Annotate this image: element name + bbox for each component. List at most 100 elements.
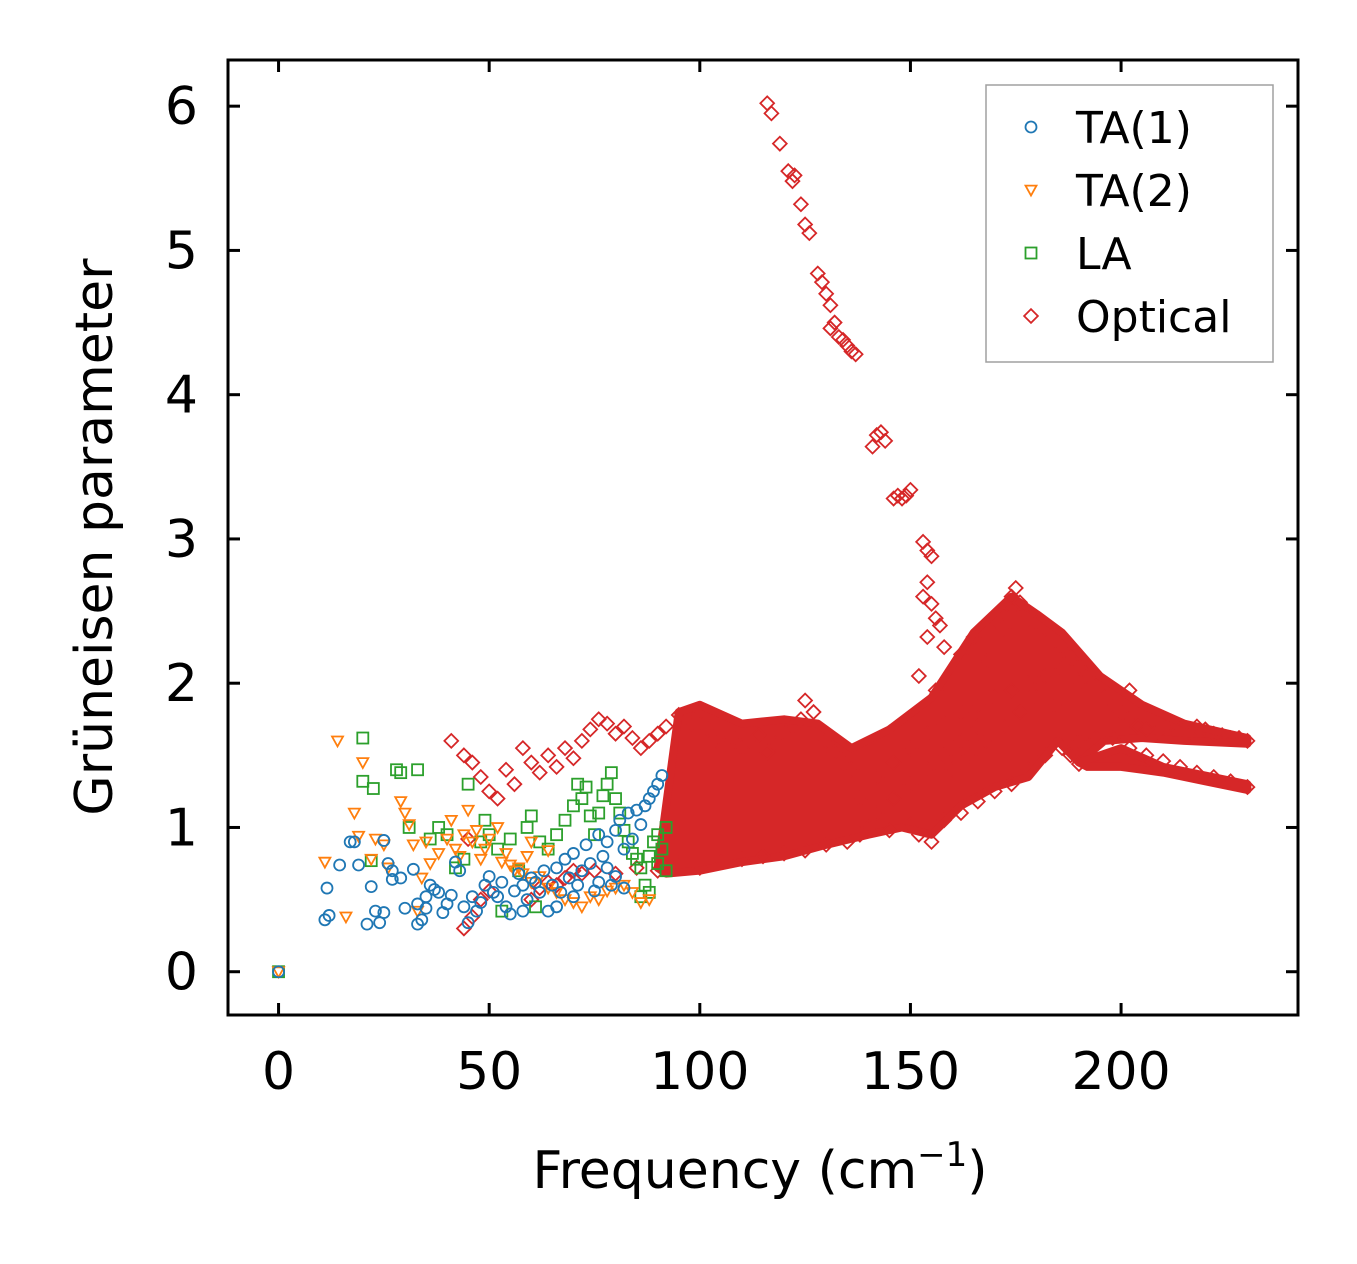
data-point bbox=[935, 638, 953, 656]
data-point bbox=[792, 196, 810, 213]
data-point bbox=[579, 838, 593, 852]
data-point bbox=[634, 861, 648, 875]
data-point bbox=[881, 822, 898, 839]
data-point bbox=[805, 703, 822, 721]
data-point bbox=[642, 894, 657, 907]
x-tick-label: 50 bbox=[456, 1042, 522, 1102]
data-point bbox=[655, 769, 669, 782]
data-point bbox=[659, 821, 673, 834]
data-point bbox=[624, 729, 641, 747]
data-point bbox=[1011, 703, 1029, 721]
data-point bbox=[626, 832, 639, 846]
data-point bbox=[394, 871, 408, 885]
data-point bbox=[754, 848, 772, 865]
data-point bbox=[478, 813, 492, 827]
series-optical bbox=[443, 95, 1256, 937]
data-point bbox=[347, 835, 361, 849]
x-axis-label: Frequency (cm−1) bbox=[532, 1135, 987, 1201]
data-point bbox=[272, 965, 285, 979]
data-point bbox=[506, 776, 523, 793]
data-point bbox=[567, 799, 580, 813]
data-point bbox=[1016, 602, 1033, 620]
data-point bbox=[1053, 638, 1071, 656]
data-point bbox=[393, 796, 408, 809]
data-point bbox=[503, 907, 517, 921]
legend-label: Optical bbox=[1076, 292, 1231, 343]
data-point bbox=[556, 739, 574, 757]
data-point bbox=[1003, 682, 1020, 699]
data-point bbox=[541, 845, 556, 858]
data-point bbox=[1171, 758, 1189, 776]
data-point bbox=[638, 799, 652, 813]
data-point bbox=[826, 744, 843, 761]
data-point bbox=[394, 766, 408, 780]
data-point bbox=[851, 826, 869, 843]
data-point bbox=[725, 729, 742, 747]
data-point bbox=[609, 792, 622, 806]
data-point bbox=[592, 828, 606, 842]
data-point bbox=[457, 900, 471, 914]
data-point bbox=[366, 782, 380, 795]
data-point bbox=[1205, 768, 1222, 786]
data-point bbox=[360, 917, 374, 931]
data-point bbox=[822, 320, 839, 337]
data-point bbox=[851, 790, 869, 807]
y-tick-label: 0 bbox=[165, 943, 198, 1003]
data-point bbox=[1037, 667, 1054, 685]
data-point bbox=[613, 806, 627, 820]
data-point bbox=[961, 747, 978, 764]
data-point bbox=[843, 761, 860, 778]
data-point bbox=[516, 878, 530, 892]
data-point bbox=[574, 901, 589, 915]
data-point bbox=[683, 715, 700, 732]
data-point bbox=[759, 744, 776, 761]
data-point bbox=[1171, 721, 1189, 738]
data-point bbox=[583, 809, 597, 823]
data-point bbox=[322, 909, 336, 922]
data-point bbox=[443, 732, 460, 750]
data-point bbox=[733, 851, 751, 868]
data-point bbox=[813, 274, 831, 291]
data-point bbox=[444, 814, 459, 828]
data-point bbox=[616, 879, 632, 893]
legend-entry: TA(2) bbox=[1023, 166, 1192, 217]
data-point bbox=[944, 761, 961, 778]
data-point bbox=[550, 900, 563, 914]
data-point bbox=[786, 167, 803, 184]
data-point bbox=[567, 890, 580, 904]
data-point bbox=[919, 574, 936, 591]
data-markers bbox=[271, 95, 1256, 980]
data-point bbox=[356, 731, 370, 745]
data-point bbox=[472, 768, 489, 786]
data-point bbox=[1070, 755, 1088, 773]
data-point bbox=[398, 901, 412, 915]
data-point bbox=[390, 763, 403, 777]
data-point bbox=[647, 835, 660, 849]
data-point bbox=[356, 774, 370, 788]
data-point bbox=[864, 438, 881, 455]
data-point bbox=[397, 807, 412, 821]
data-point bbox=[377, 834, 391, 847]
data-point bbox=[642, 792, 656, 806]
data-point bbox=[582, 721, 599, 738]
data-point bbox=[952, 703, 970, 721]
data-point bbox=[558, 852, 572, 866]
data-point bbox=[978, 653, 995, 670]
data-point bbox=[1037, 620, 1054, 637]
data-point bbox=[1188, 764, 1206, 781]
data-point bbox=[461, 916, 475, 930]
data-point bbox=[651, 828, 665, 842]
data-point bbox=[615, 718, 633, 735]
data-point bbox=[1121, 682, 1138, 699]
data-point bbox=[1239, 778, 1256, 796]
data-point bbox=[826, 314, 843, 331]
data-point bbox=[1053, 739, 1071, 757]
data-point bbox=[1163, 715, 1180, 732]
data-point bbox=[670, 855, 687, 872]
data-point bbox=[902, 481, 919, 499]
data-point bbox=[1180, 725, 1197, 742]
data-point bbox=[617, 881, 631, 895]
data-point bbox=[919, 542, 936, 559]
data-point bbox=[352, 858, 365, 872]
data-point bbox=[364, 853, 379, 867]
